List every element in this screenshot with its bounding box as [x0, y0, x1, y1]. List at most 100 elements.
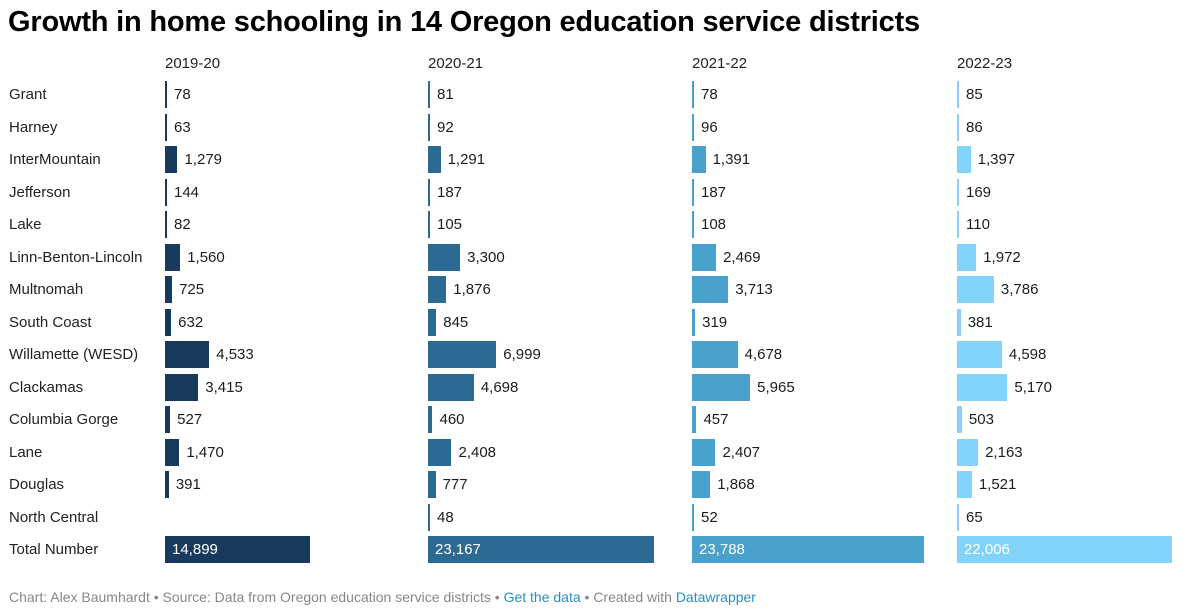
- bar: [165, 536, 311, 563]
- value-label: 725: [179, 281, 205, 298]
- value-label: 1,521: [978, 476, 1017, 493]
- row-label: Linn-Benton-Lincoln: [9, 248, 143, 266]
- bar: [957, 308, 961, 336]
- column-header: 2019-20: [165, 55, 221, 72]
- value-label: 86: [966, 118, 983, 136]
- row-label: InterMountain: [9, 151, 101, 168]
- value-label: 108: [701, 216, 727, 233]
- bar: [692, 146, 706, 173]
- value-label: 3,300: [467, 248, 505, 266]
- value-label: 2,469: [723, 248, 761, 266]
- value-label: 1,868: [717, 476, 755, 493]
- value-label: 381: [967, 313, 993, 331]
- bar: [692, 438, 716, 466]
- row-label: South Coast: [9, 313, 92, 331]
- value-label: 169: [966, 183, 992, 201]
- bar: [165, 373, 199, 401]
- bar: [692, 471, 711, 498]
- chart-footer: Chart: Alex Baumhardt • Source: Data fro…: [9, 589, 756, 605]
- bar: [165, 243, 181, 271]
- value-label: 1,560: [187, 248, 225, 266]
- row-label: Grant: [9, 86, 47, 103]
- bar: [165, 113, 167, 141]
- bar: [692, 536, 924, 563]
- chart-title: Growth in home schooling in 14 Oregon ed…: [8, 6, 920, 38]
- value-label: 92: [437, 118, 454, 136]
- value-label: 52: [701, 508, 718, 526]
- value-label: 78: [174, 86, 191, 103]
- value-label: 3,713: [735, 281, 773, 298]
- value-label: 457: [703, 411, 729, 428]
- bar: [692, 81, 694, 108]
- bar: [957, 146, 971, 173]
- bar: [428, 503, 430, 531]
- bar: [428, 113, 430, 141]
- value-label: 187: [437, 183, 463, 201]
- column-header: 2020-21: [428, 55, 484, 72]
- value-label: 777: [442, 476, 468, 493]
- bar: [957, 503, 959, 531]
- value-label: 96: [701, 118, 718, 136]
- value-label: 460: [439, 411, 465, 428]
- bar: [692, 406, 697, 433]
- bar: [692, 178, 694, 206]
- value-label: 82: [174, 216, 191, 233]
- row-label: Douglas: [9, 476, 65, 493]
- footer-credit: Chart: Alex Baumhardt • Source: Data fro…: [9, 589, 504, 605]
- value-label: 527: [177, 411, 203, 428]
- row-label: North Central: [9, 508, 99, 526]
- value-label: 503: [968, 411, 994, 428]
- value-label: 1,470: [186, 443, 224, 461]
- bar: [428, 276, 447, 303]
- bar: [428, 308, 437, 336]
- bar: [957, 471, 972, 498]
- datawrapper-link[interactable]: Datawrapper: [675, 589, 756, 605]
- bar: [428, 373, 474, 401]
- bar: [165, 308, 172, 336]
- value-label: 2,163: [985, 443, 1023, 461]
- bar: [692, 113, 694, 141]
- value-label: 391: [175, 476, 201, 493]
- bar: [428, 438, 452, 466]
- value-label: 632: [178, 313, 204, 331]
- bar: [957, 178, 959, 206]
- bar: [165, 146, 178, 173]
- value-label: 144: [174, 183, 200, 201]
- value-label: 5,170: [1014, 378, 1052, 396]
- row-label: Total Number: [9, 541, 99, 558]
- bar: [165, 341, 210, 368]
- bar: [165, 81, 167, 108]
- value-label: 48: [437, 508, 454, 526]
- bar: [428, 211, 430, 238]
- bar: [428, 81, 430, 108]
- row-label: Harney: [9, 118, 58, 136]
- bar: [428, 341, 497, 368]
- bar: [428, 406, 433, 433]
- value-label: 1,972: [983, 248, 1021, 266]
- value-label: 110: [966, 216, 990, 233]
- column-header: 2021-22: [692, 55, 748, 72]
- row-label: Jefferson: [9, 183, 71, 201]
- value-label: 845: [443, 313, 469, 331]
- row-label: Willamette (WESD): [9, 346, 139, 363]
- bar: [957, 406, 962, 433]
- value-label: 187: [701, 183, 727, 201]
- bar: [957, 243, 977, 271]
- value-label: 6,999: [503, 346, 541, 363]
- row-label: Columbia Gorge: [9, 411, 119, 428]
- value-label: 1,291: [447, 151, 486, 168]
- value-label: 4,698: [480, 378, 519, 396]
- bar: [165, 178, 167, 206]
- get-the-data-link[interactable]: Get the data: [503, 589, 581, 605]
- bar: [428, 243, 461, 271]
- value-label: 1,397: [977, 151, 1016, 168]
- bar: [165, 438, 180, 466]
- bar: [692, 373, 751, 401]
- value-label: 63: [174, 118, 191, 136]
- row-label: Lane: [9, 443, 43, 461]
- value-label: 78: [701, 86, 718, 103]
- value-label: 81: [437, 86, 454, 103]
- value-label: 4,678: [744, 346, 783, 363]
- bar: [165, 406, 171, 433]
- bar: [692, 276, 729, 303]
